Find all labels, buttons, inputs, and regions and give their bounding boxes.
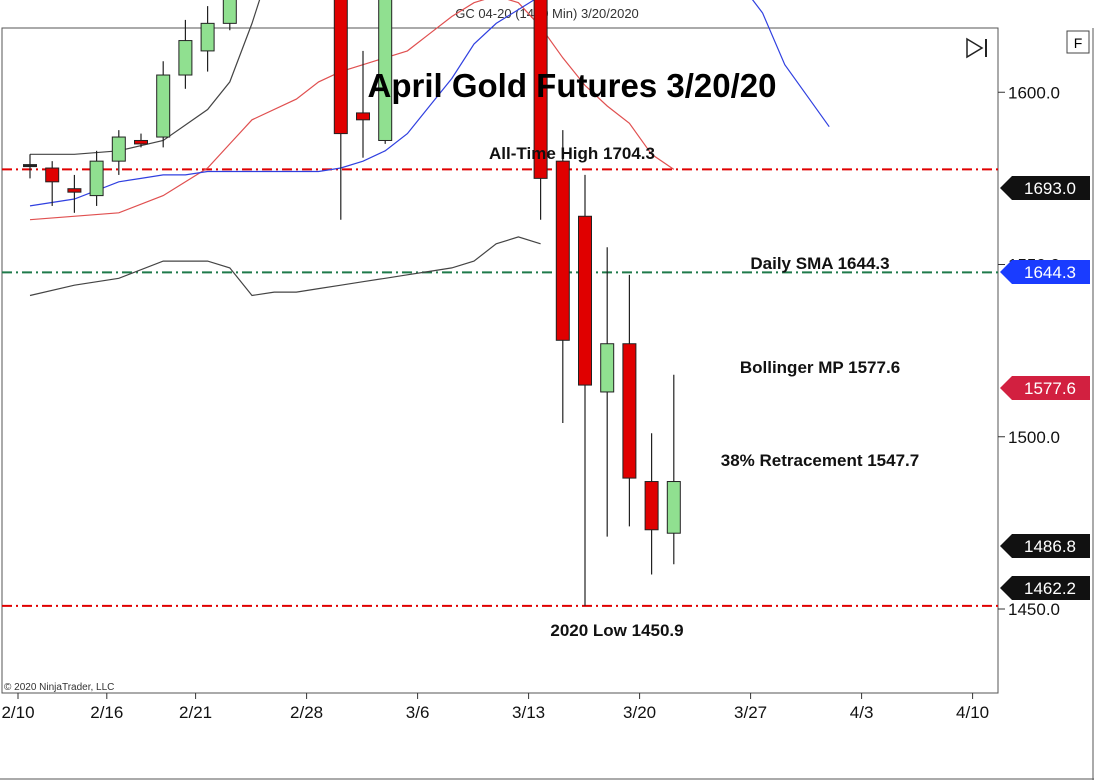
indicator-daily-sma <box>29 0 830 207</box>
y-tick-label: 1500.0 <box>1008 428 1060 447</box>
candle <box>222 0 237 31</box>
candles <box>23 0 681 606</box>
f-button[interactable]: F <box>1066 30 1090 54</box>
candle-body <box>533 0 548 179</box>
x-tick-label: 3/20 <box>623 703 656 722</box>
candle-body <box>356 112 370 121</box>
candle <box>156 61 171 148</box>
x-tick-label: 3/6 <box>406 703 430 722</box>
price-badge: 1644.3 <box>1000 260 1090 284</box>
x-tick-label: 4/10 <box>956 703 989 722</box>
candle-body <box>45 167 60 183</box>
x-tick-label: 2/16 <box>90 703 123 722</box>
price-badge-label: 1462.2 <box>1024 579 1076 598</box>
candle <box>134 133 148 148</box>
annotation-bollinger-mp: Bollinger MP 1577.6 <box>740 358 900 377</box>
candle-body <box>333 0 348 135</box>
price-badge-shape <box>1000 534 1090 558</box>
candle <box>555 130 570 423</box>
candle <box>578 174 592 606</box>
price-badge-shape <box>1000 576 1090 600</box>
candle <box>666 374 681 565</box>
price-badge: 1462.2 <box>1000 576 1090 600</box>
indicator-bollinger-mid <box>29 0 675 221</box>
skip-to-end-icon[interactable] <box>962 36 992 60</box>
indicator-bollinger-lower <box>29 236 541 297</box>
candle-body <box>178 40 193 76</box>
x-axis-ticks: 2/10 2/16 2/21 2/28 3/6 3/13 3/20 3/27 4/3 4/10 <box>1 693 989 722</box>
price-badge-shape <box>1000 176 1090 200</box>
price-badge-label: 1693.0 <box>1024 179 1076 198</box>
candle-body <box>578 215 592 386</box>
annotation-retracement: 38% Retracement 1547.7 <box>721 451 919 470</box>
level-lines <box>2 168 998 607</box>
price-badge: 1486.8 <box>1000 534 1090 558</box>
y-axis-ticks: 1750.01700.01650.01600.01550.01500.01450… <box>998 83 1060 619</box>
candle <box>378 0 393 144</box>
candle-body <box>600 343 615 393</box>
price-badge: 1693.0 <box>1000 176 1090 200</box>
candle <box>333 0 348 220</box>
candle <box>600 247 615 537</box>
candle-body <box>200 22 215 52</box>
y-tick-label: 1600.0 <box>1008 83 1060 102</box>
price-badge-label: 1577.6 <box>1024 379 1076 398</box>
x-tick-label: 3/13 <box>512 703 545 722</box>
candle-body <box>156 74 171 138</box>
candle <box>178 19 193 89</box>
indicator-bollinger-upper <box>30 0 261 155</box>
chart-title: April Gold Futures 3/20/20 <box>368 67 777 104</box>
candle <box>533 0 548 220</box>
candle-body <box>555 160 570 341</box>
annotation-daily-sma: Daily SMA 1644.3 <box>750 254 889 273</box>
copyright-text: © 2020 NinjaTrader, LLC <box>4 682 114 693</box>
price-badge-shape <box>1000 376 1090 400</box>
candle <box>644 433 659 575</box>
candle-body <box>644 481 659 531</box>
f-button-label: F <box>1074 35 1083 51</box>
candle <box>356 50 370 158</box>
price-badge: 1577.6 <box>1000 376 1090 400</box>
candle-body <box>67 188 82 193</box>
candle <box>200 6 215 72</box>
candle-body <box>111 136 126 162</box>
candle <box>67 174 82 213</box>
candle <box>23 154 37 179</box>
x-tick-label: 2/10 <box>1 703 34 722</box>
candle-body <box>622 343 637 479</box>
candle <box>111 130 126 175</box>
candle-body <box>666 481 681 534</box>
candle-body <box>134 139 148 145</box>
candle-body <box>378 0 393 141</box>
candle-body <box>23 164 37 168</box>
price-badges: 1693.0 1644.3 1577.6 1486.8 1462.2 <box>1000 176 1090 600</box>
annotation-2020-low: 2020 Low 1450.9 <box>550 621 683 640</box>
price-badge-shape <box>1000 260 1090 284</box>
x-tick-label: 4/3 <box>850 703 874 722</box>
candle-body <box>222 0 237 24</box>
x-tick-label: 3/27 <box>734 703 767 722</box>
candle <box>89 150 104 206</box>
x-tick-label: 2/28 <box>290 703 323 722</box>
candle <box>45 161 60 206</box>
x-tick-label: 2/21 <box>179 703 212 722</box>
annotation-all-time-high: All-Time High 1704.3 <box>489 144 655 163</box>
y-tick-label: 1450.0 <box>1008 600 1060 619</box>
candle-body <box>89 160 104 197</box>
price-badge-label: 1644.3 <box>1024 263 1076 282</box>
price-badge-label: 1486.8 <box>1024 537 1076 556</box>
indicator-lines <box>29 0 830 297</box>
candle <box>622 274 637 527</box>
